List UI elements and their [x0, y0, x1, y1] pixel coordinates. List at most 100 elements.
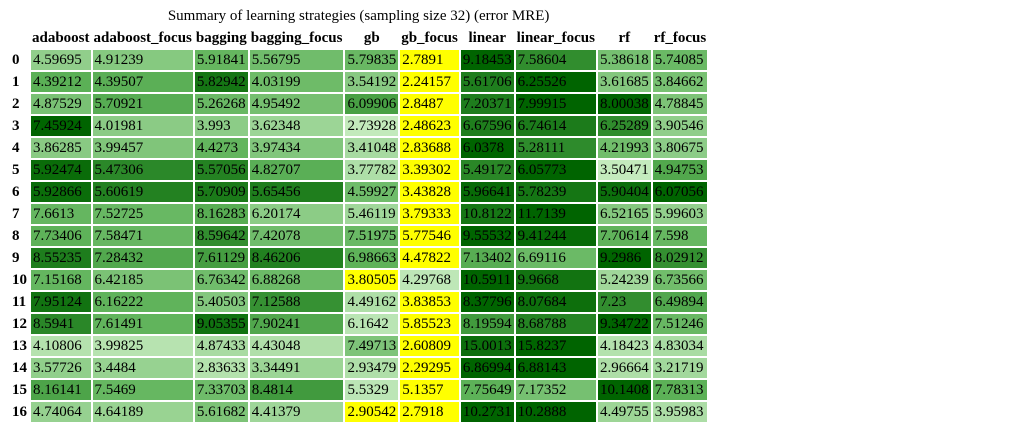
row-header: 1 — [12, 73, 20, 90]
heatmap-cell: 10.5911 — [460, 270, 514, 290]
heatmap-cell: 5.77546 — [400, 226, 459, 246]
heatmap-cell: 7.45924 — [31, 116, 91, 136]
heatmap-cell: 3.97434 — [249, 138, 344, 158]
heatmap-cell: 5.65456 — [249, 182, 344, 202]
table-row: 5 5.92474 5.47306 5.57056 4.82707 3.77782 3.39… — [10, 160, 708, 180]
heatmap-cell: 7.61491 — [92, 314, 193, 334]
heatmap-cell: 3.54192 — [345, 72, 399, 92]
heatmap-cell: 2.29295 — [400, 358, 459, 378]
heatmap-cell: 3.84662 — [652, 72, 708, 92]
heatmap-cell: 2.93479 — [345, 358, 399, 378]
heatmap-cell: 5.38618 — [597, 50, 651, 70]
heatmap-cell: 7.99915 — [515, 94, 596, 114]
heatmap-cell: 4.74064 — [31, 402, 91, 422]
heatmap-cell: 5.1357 — [400, 380, 459, 400]
heatmap-cell: 8.55235 — [31, 248, 91, 268]
heatmap-cell: 7.51246 — [652, 314, 708, 334]
heatmap-cell: 6.86994 — [460, 358, 514, 378]
heatmap-cell: 5.28111 — [515, 138, 596, 158]
header-row: adaboost adaboost_focus bagging bagging_foc… — [10, 28, 707, 48]
heatmap-cell: 5.61706 — [460, 72, 514, 92]
heatmap-cell: 8.19594 — [460, 314, 514, 334]
heatmap-cell: 7.52725 — [92, 204, 193, 224]
table-caption: Summary of learning strategies (sampling… — [167, 8, 550, 24]
heatmap-cell: 9.2986 — [597, 248, 651, 268]
heatmap-cell: 7.58604 — [515, 50, 596, 70]
heatmap-cell: 3.4484 — [92, 358, 193, 378]
heatmap-cell: 15.0013 — [460, 336, 514, 356]
corner-cell — [10, 28, 29, 48]
table-row: 4 3.86285 3.99457 4.4273 3.97434 3.41048 2.836… — [10, 138, 708, 158]
heatmap-cell: 2.24157 — [400, 72, 459, 92]
table-row: 9 8.55235 7.28432 7.61129 8.46206 6.98663 4.47… — [10, 248, 708, 268]
heatmap-cell: 4.47822 — [400, 248, 459, 268]
row-header: 7 — [12, 205, 20, 222]
row-header: 10 — [12, 271, 27, 288]
heatmap-cell: 8.02912 — [652, 248, 708, 268]
heatmap-cell: 10.8122 — [460, 204, 514, 224]
heatmap-cell: 2.73928 — [345, 116, 399, 136]
table-row: 8 7.73406 7.58471 8.59642 7.42078 7.51975 5.77… — [10, 226, 708, 246]
heatmap-cell: 6.88268 — [249, 270, 344, 290]
heatmap-cell: 8.5941 — [31, 314, 91, 334]
heatmap-cell: 3.993 — [194, 116, 248, 136]
heatmap-cell: 3.50471 — [597, 160, 651, 180]
heatmap-cell: 4.87529 — [31, 94, 91, 114]
heatmap-cell: 3.41048 — [345, 138, 399, 158]
heatmap-cell: 9.9668 — [515, 270, 596, 290]
heatmap-cell: 6.05773 — [515, 160, 596, 180]
heatmap-cell: 6.88143 — [515, 358, 596, 378]
heatmap-cell: 9.05355 — [194, 314, 248, 334]
row-header: 0 — [12, 51, 20, 68]
heatmap-cell: 7.23 — [597, 292, 651, 312]
heatmap-cell: 7.33703 — [194, 380, 248, 400]
heatmap-cell: 6.09906 — [345, 94, 399, 114]
heatmap-cell: 4.29768 — [400, 270, 459, 290]
heatmap-cell: 7.58471 — [92, 226, 193, 246]
row-header: 14 — [12, 359, 27, 376]
heatmap-cell: 3.21719 — [652, 358, 708, 378]
table-row: 6 5.92866 5.60619 5.70909 5.65456 4.59927 3.43… — [10, 182, 708, 202]
heatmap-cell: 7.49713 — [345, 336, 399, 356]
heatmap-cell: 5.47306 — [92, 160, 193, 180]
heatmap-cell: 2.7918 — [400, 402, 459, 422]
heatmap-cell: 4.59927 — [345, 182, 399, 202]
row-header: 3 — [12, 117, 20, 134]
column-header-linear-focus: linear_focus — [516, 29, 595, 46]
heatmap-cell: 6.42185 — [92, 270, 193, 290]
column-header-bagging-focus: bagging_focus — [250, 29, 343, 46]
heatmap-cell: 15.8237 — [515, 336, 596, 356]
heatmap-cell: 5.60619 — [92, 182, 193, 202]
row-header: 15 — [12, 381, 27, 398]
heatmap-cell: 5.40503 — [194, 292, 248, 312]
heatmap-cell: 5.74085 — [652, 50, 708, 70]
row-header: 8 — [12, 227, 20, 244]
heatmap-cell: 6.69116 — [515, 248, 596, 268]
table-row: 11 7.95124 6.16222 5.40503 7.12588 4.49162 3.8… — [10, 292, 708, 312]
heatmap-cell: 4.94753 — [652, 160, 708, 180]
heatmap-cell: 7.13402 — [460, 248, 514, 268]
heatmap-cell: 3.61685 — [597, 72, 651, 92]
table-row: 16 4.74064 4.64189 5.61682 4.41379 2.90542 2.7… — [10, 402, 708, 422]
heatmap-cell: 4.21993 — [597, 138, 651, 158]
heatmap-cell: 9.41244 — [515, 226, 596, 246]
row-header: 6 — [12, 183, 20, 200]
heatmap-cell: 2.7891 — [400, 50, 459, 70]
heatmap-cell: 4.03199 — [249, 72, 344, 92]
heatmap-cell: 2.8487 — [400, 94, 459, 114]
heatmap-cell: 3.83853 — [400, 292, 459, 312]
heatmap-cell: 4.59695 — [31, 50, 91, 70]
heatmap-cell: 5.61682 — [194, 402, 248, 422]
heatmap-cell: 9.18453 — [460, 50, 514, 70]
heatmap-cell: 5.85523 — [400, 314, 459, 334]
heatmap-cell: 6.67596 — [460, 116, 514, 136]
heatmap-cell: 5.57056 — [194, 160, 248, 180]
heatmap-cell: 2.96664 — [597, 358, 651, 378]
heatmap-cell: 5.79835 — [345, 50, 399, 70]
heatmap-cell: 10.2731 — [460, 402, 514, 422]
table-row: 2 4.87529 5.70921 5.26268 4.95492 6.09906 2.84… — [10, 94, 708, 114]
heatmap-cell: 4.83034 — [652, 336, 708, 356]
heatmap-cell: 5.82942 — [194, 72, 248, 92]
heatmap-cell: 3.62348 — [249, 116, 344, 136]
heatmap-cell: 3.79333 — [400, 204, 459, 224]
